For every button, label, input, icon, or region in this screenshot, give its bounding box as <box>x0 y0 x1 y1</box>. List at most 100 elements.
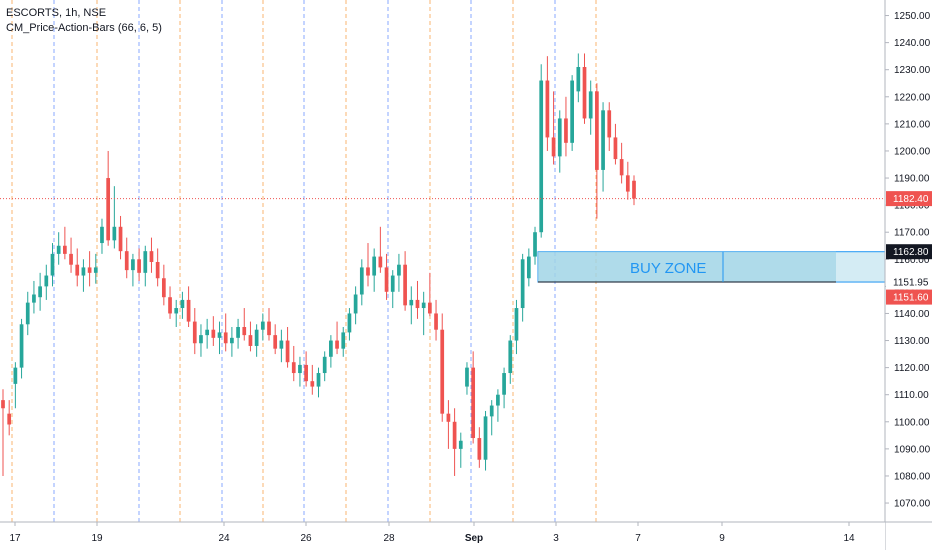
buy-zone-inner <box>538 251 836 283</box>
x-tick-label: 19 <box>91 533 103 544</box>
y-tick-label: 1160.00 <box>894 255 930 266</box>
candle <box>384 253 389 300</box>
candle-body <box>223 332 228 344</box>
candle <box>409 286 414 325</box>
candle <box>452 408 457 476</box>
candle <box>625 161 630 200</box>
candle-body <box>75 264 80 276</box>
candle-body <box>38 286 42 298</box>
candle-body <box>118 226 123 252</box>
candle <box>279 329 284 363</box>
candle-body <box>458 440 463 449</box>
candle-body <box>316 373 321 387</box>
y-tick-label: 1190.00 <box>894 174 930 185</box>
candle <box>155 248 160 287</box>
candle <box>93 253 98 284</box>
candle-body <box>1 400 5 409</box>
indicator-title[interactable]: CM_Price-Action-Bars (66, 6, 5) <box>6 22 162 34</box>
candle <box>124 237 129 279</box>
candle <box>483 410 488 471</box>
candle-body <box>477 438 482 460</box>
candle-body <box>131 259 135 271</box>
candle <box>310 364 315 395</box>
y-tick-label: 1120.00 <box>894 363 930 374</box>
candle-body <box>384 267 389 292</box>
candle-body <box>619 159 624 176</box>
candle <box>421 291 426 336</box>
candle-body <box>390 275 395 292</box>
candle <box>508 335 513 384</box>
candle-body <box>353 294 358 314</box>
candle-body <box>595 91 599 170</box>
candle <box>205 318 210 349</box>
candle <box>520 253 525 322</box>
candle <box>564 96 568 157</box>
candle <box>619 142 624 184</box>
time-axis-background[interactable] <box>0 522 885 550</box>
candle-body <box>613 137 618 160</box>
candle <box>595 83 599 219</box>
candle <box>372 248 377 292</box>
candle <box>1 389 5 476</box>
candle-body <box>186 299 191 322</box>
candle-body <box>174 308 179 314</box>
candle <box>366 243 370 287</box>
candle-body <box>526 256 531 279</box>
candle <box>601 102 605 192</box>
candle-body <box>56 245 61 254</box>
candle <box>489 400 494 436</box>
candle <box>502 367 506 409</box>
candle <box>217 321 222 355</box>
candle-body <box>335 340 339 349</box>
candle-body <box>409 299 414 306</box>
symbol-title[interactable]: ESCORTS, 1h, NSE <box>6 7 107 19</box>
candle-body <box>32 294 36 303</box>
y-tick-label: 1130.00 <box>894 336 930 347</box>
candle-body <box>551 137 556 157</box>
x-tick-label: 7 <box>635 533 641 544</box>
candle <box>75 248 80 287</box>
candle-body <box>347 313 352 333</box>
x-tick-label: 28 <box>383 533 395 544</box>
candle-body <box>632 180 636 199</box>
candle <box>248 321 253 352</box>
candle-body <box>248 335 253 346</box>
candle-body <box>359 267 364 295</box>
candle <box>273 324 278 355</box>
candle-body <box>397 264 401 276</box>
session-separators <box>11 0 597 522</box>
zone-bottom-tag-bg <box>886 289 932 305</box>
candle <box>353 286 358 325</box>
candle <box>100 218 104 254</box>
candle <box>131 253 135 287</box>
candle-body <box>93 267 98 273</box>
candle <box>359 259 364 306</box>
y-tick-label: 1250.00 <box>894 11 931 22</box>
y-tick-label: 1080.00 <box>894 471 931 482</box>
candle <box>44 264 49 300</box>
candle <box>149 237 154 273</box>
candle <box>539 64 544 238</box>
y-tick-label: 1100.00 <box>894 417 930 428</box>
candle <box>38 272 42 311</box>
candle-body <box>570 80 574 143</box>
price-axis: 1070.00 1080.00 1090.00 1100.00 1110.00 1120.… <box>885 11 931 510</box>
zone-top-tag-bg <box>886 244 932 260</box>
candle-body <box>192 321 197 344</box>
candle <box>168 286 172 319</box>
candle <box>137 248 141 281</box>
candle <box>291 345 296 382</box>
candle <box>582 53 587 124</box>
candle-body <box>625 175 630 192</box>
candle-body <box>106 178 111 241</box>
candle <box>236 318 240 349</box>
candle-body <box>582 67 587 119</box>
candle-body <box>13 367 18 384</box>
candle <box>211 316 216 346</box>
candle <box>32 280 36 314</box>
candle <box>254 324 259 357</box>
candle <box>545 56 550 151</box>
candle-body <box>372 256 377 276</box>
candle-body <box>514 308 519 341</box>
